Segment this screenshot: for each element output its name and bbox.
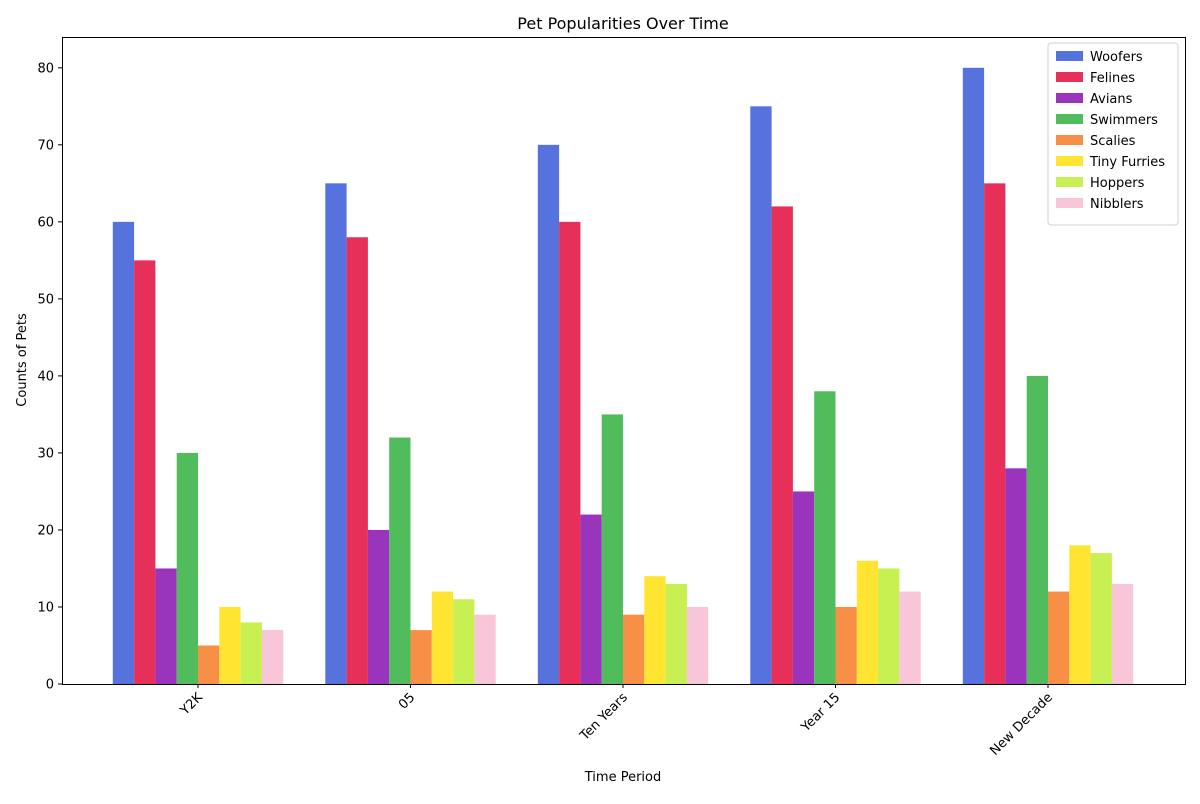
bar-swimmers-0	[176, 452, 198, 684]
bar-hoppers-1	[453, 599, 475, 684]
x-tick-label: Year 15	[798, 690, 843, 735]
bar-swimmers-3	[814, 391, 836, 684]
legend-swatch-felines	[1056, 72, 1083, 82]
legend-swatch-hoppers	[1056, 177, 1083, 187]
legend-label-scalies: Scalies	[1090, 134, 1136, 149]
bar-hoppers-2	[665, 583, 687, 684]
y-tick-label: 50	[37, 292, 54, 307]
bar-tiny-furries-4	[1069, 545, 1091, 684]
legend-label-hoppers: Hoppers	[1090, 176, 1145, 191]
bar-hoppers-4	[1090, 553, 1112, 684]
legend-label-felines: Felines	[1090, 71, 1135, 86]
legend-swatch-woofers	[1056, 51, 1083, 61]
x-tick-label: Ten Years	[577, 690, 631, 744]
legend-swatch-swimmers	[1056, 114, 1083, 124]
bar-scalies-1	[410, 630, 432, 684]
bar-scalies-2	[623, 614, 645, 684]
bar-avians-4	[1005, 468, 1027, 684]
x-tick-label: Y2K	[177, 690, 206, 719]
legend-label-tiny-furries: Tiny Furries	[1089, 155, 1165, 170]
bar-woofers-4	[962, 67, 985, 684]
x-tick-label: 05	[396, 690, 418, 712]
bar-scalies-3	[835, 606, 857, 684]
bar-nibblers-0	[261, 630, 284, 684]
bar-felines-3	[771, 206, 793, 684]
bar-woofers-0	[112, 221, 135, 685]
bar-scalies-0	[198, 645, 220, 684]
bar-nibblers-2	[686, 606, 709, 684]
bar-avians-3	[792, 491, 815, 684]
bars-layer	[112, 67, 1134, 685]
legend-label-nibblers: Nibblers	[1090, 197, 1144, 212]
y-tick-label: 10	[37, 600, 54, 615]
legend-swatch-scalies	[1056, 135, 1083, 145]
legend-swatch-tiny-furries	[1056, 156, 1083, 166]
y-tick-label: 40	[37, 369, 54, 384]
x-axis: Y2K 05 Ten Years Year 15 New Decade	[177, 684, 1056, 759]
legend: Woofers Felines Avians Swimmers Scalies Tiny …	[1047, 42, 1179, 226]
bar-felines-4	[984, 183, 1006, 684]
y-tick-label: 80	[37, 61, 54, 76]
x-tick-label: New Decade	[987, 690, 1055, 758]
y-tick-label: 70	[37, 138, 54, 153]
bar-avians-2	[580, 514, 602, 684]
bar-woofers-2	[537, 144, 560, 684]
bar-hoppers-0	[240, 622, 262, 684]
bar-nibblers-4	[1111, 583, 1134, 684]
bar-nibblers-3	[899, 591, 921, 684]
y-tick-label: 20	[37, 523, 54, 538]
legend-label-swimmers: Swimmers	[1090, 113, 1158, 128]
bar-avians-1	[367, 529, 390, 684]
legend-swatch-nibblers	[1056, 198, 1083, 208]
bar-scalies-4	[1048, 591, 1070, 684]
y-tick-label: 30	[37, 446, 54, 461]
y-axis-label: Counts of Pets	[15, 313, 30, 407]
bar-tiny-furries-2	[644, 576, 666, 684]
bar-tiny-furries-3	[856, 560, 879, 684]
bar-felines-2	[559, 221, 581, 685]
bar-swimmers-4	[1026, 375, 1048, 684]
bar-tiny-furries-1	[431, 591, 454, 684]
y-axis: 0 10 20 30 40 50 60 70 80	[37, 61, 62, 693]
legend-swatch-avians	[1056, 93, 1083, 103]
chart-title: Pet Popularities Over Time	[517, 14, 728, 33]
bar-nibblers-1	[474, 614, 496, 684]
y-tick-label: 60	[37, 215, 54, 230]
bar-woofers-3	[750, 106, 772, 684]
legend-label-woofers: Woofers	[1090, 50, 1143, 65]
bar-felines-0	[134, 260, 156, 684]
bar-avians-0	[155, 568, 177, 684]
y-tick-label: 0	[46, 678, 54, 693]
plot-area-frame	[62, 37, 1186, 685]
bar-tiny-furries-0	[219, 606, 241, 684]
bar-woofers-1	[325, 183, 347, 684]
bar-swimmers-2	[601, 414, 623, 684]
legend-label-avians: Avians	[1090, 92, 1133, 107]
bar-swimmers-1	[389, 437, 411, 684]
bar-felines-1	[346, 237, 368, 684]
x-axis-label: Time Period	[584, 770, 661, 785]
bar-hoppers-3	[878, 568, 900, 684]
